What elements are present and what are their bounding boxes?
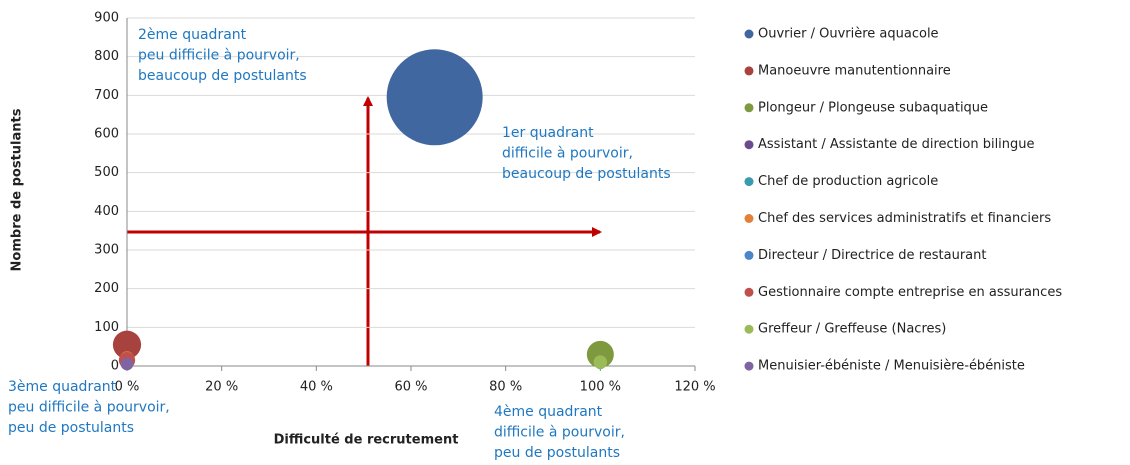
- bubble: [386, 49, 483, 146]
- y-tick-label: 900: [94, 11, 119, 26]
- legend-label: Manoeuvre manutentionnaire: [758, 63, 951, 78]
- bubble: [593, 355, 608, 369]
- legend-label: Ouvrier / Ouvrière aquacole: [758, 27, 939, 42]
- x-tick-label: 80 %: [489, 380, 522, 395]
- legend-label: Gestionnaire compte entreprise en assura…: [758, 285, 1062, 300]
- x-tick-label: 40 %: [300, 380, 333, 395]
- legend-marker: [744, 250, 754, 260]
- y-tick-label: 700: [94, 88, 119, 103]
- y-tick-label: 300: [94, 243, 119, 258]
- x-tick-label: 120 %: [674, 380, 715, 395]
- legend-marker: [744, 361, 754, 371]
- annotation: beaucoup de postulants: [502, 166, 671, 182]
- legend-marker: [744, 29, 754, 39]
- y-axis-title: Nombre de postulants: [10, 108, 25, 271]
- legend-label: Greffeur / Greffeuse (Nacres): [758, 322, 946, 337]
- legend-marker: [744, 103, 754, 113]
- legend-marker: [744, 214, 754, 223]
- annotation: difficile à pourvoir,: [494, 425, 625, 441]
- annotation: difficile à pourvoir,: [502, 146, 633, 162]
- bubble: [120, 357, 134, 371]
- x-tick-label: 0 %: [115, 380, 140, 395]
- annotation: beaucoup de postulants: [138, 68, 307, 84]
- legend-label: Menuisier-ébéniste / Menuisière-ébéniste: [758, 359, 1025, 374]
- annotation: 4ème quadrant: [494, 404, 603, 420]
- y-tick-label: 400: [94, 204, 119, 219]
- x-axis-title: Difficulté de recrutement: [274, 433, 459, 448]
- legend-marker: [744, 324, 754, 334]
- legend-label: Assistant / Assistante de direction bili…: [758, 137, 1035, 152]
- annotation: 2ème quadrant: [138, 27, 247, 43]
- legend-label: Chef de production agricole: [758, 174, 938, 189]
- annotation: peu de postulants: [8, 420, 134, 436]
- legend-label: Chef des services administratifs et fina…: [758, 211, 1051, 226]
- legend-marker: [744, 177, 754, 187]
- legend-marker: [744, 287, 754, 297]
- y-tick-label: 800: [94, 49, 119, 64]
- legend-marker: [744, 66, 754, 76]
- annotation: peu de postulants: [494, 445, 620, 461]
- y-tick-label: 600: [94, 127, 119, 142]
- annotation: peu difficile à pourvoir,: [8, 400, 170, 416]
- x-tick-label: 20 %: [205, 380, 238, 395]
- x-tick-label: 100 %: [580, 380, 621, 395]
- legend-label: Directeur / Directrice de restaurant: [758, 248, 986, 263]
- bubble: [112, 330, 142, 359]
- legend-marker: [744, 140, 754, 150]
- y-tick-label: 0: [111, 359, 119, 374]
- annotation: 3ème quadrant: [8, 379, 117, 395]
- y-tick-label: 500: [94, 165, 119, 180]
- bubble: [586, 340, 614, 368]
- x-tick-label: 60 %: [394, 380, 427, 395]
- annotation: 1er quadrant: [502, 125, 594, 141]
- y-tick-label: 200: [94, 281, 119, 296]
- annotation: peu difficile à pourvoir,: [138, 48, 300, 64]
- legend-label: Plongeur / Plongeuse subaquatique: [758, 100, 988, 115]
- y-tick-label: 100: [94, 320, 119, 335]
